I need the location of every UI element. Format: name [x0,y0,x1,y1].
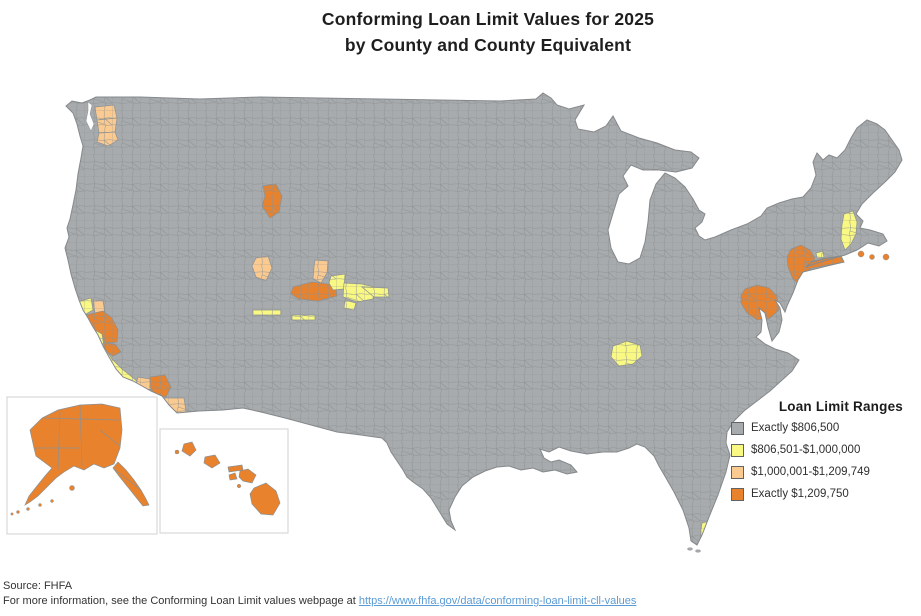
chart-title-line1: Conforming Loan Limit Values for 2025 [321,9,655,29]
fhfa-link[interactable]: https://www.fhfa.gov/data/conforming-loa… [358,595,637,607]
legend-swatch [731,443,744,457]
legend-item-label: $1,000,001-$1,209,749 [751,466,870,478]
chart-title-line2: by County and County Equivalent [344,35,632,55]
legend-item-label: Exactly $1,209,750 [751,488,849,500]
map-region-ma-islands[interactable] [857,250,890,261]
legend: Loan Limit Ranges Exactly $806,500 $806,5… [731,399,917,509]
legend-item[interactable]: $1,000,001-$1,209,749 [731,465,917,479]
alaska-borough-borders [34,404,142,491]
info-note: For more information, see the Conforming… [3,595,636,607]
puget-sound-water [85,101,95,132]
info-note-text: For more information, see the Conforming… [3,595,359,607]
legend-items: Exactly $806,500 $806,501-$1,000,000 $1,00… [731,421,917,501]
florida-keys-islets [687,547,701,553]
hawaii-inset-frame [159,428,289,534]
legend-swatch [731,465,744,479]
source-note: Source: FHFA [3,580,73,592]
map-region-alaska[interactable] [10,403,150,516]
legend-item-label: $806,501-$1,000,000 [751,444,861,456]
map-region-ventura-ca[interactable] [135,376,152,391]
legend-item[interactable]: Exactly $806,500 [731,421,917,435]
map-region-florida-keys[interactable] [700,520,713,545]
legend-item[interactable]: Exactly $1,209,750 [731,487,917,501]
legend-title: Loan Limit Ranges [778,399,903,414]
legend-item-label: Exactly $806,500 [751,422,840,434]
legend-swatch [731,487,744,501]
map-region-san-diego-ca[interactable] [160,397,187,415]
map-region-seattle-metro[interactable] [94,104,119,147]
legend-swatch [731,421,744,435]
map-region-hawaii[interactable] [174,441,281,516]
chart-title: Conforming Loan Limit Values for 2025 by… [55,6,921,58]
legend-item[interactable]: $806,501-$1,000,000 [731,443,917,457]
